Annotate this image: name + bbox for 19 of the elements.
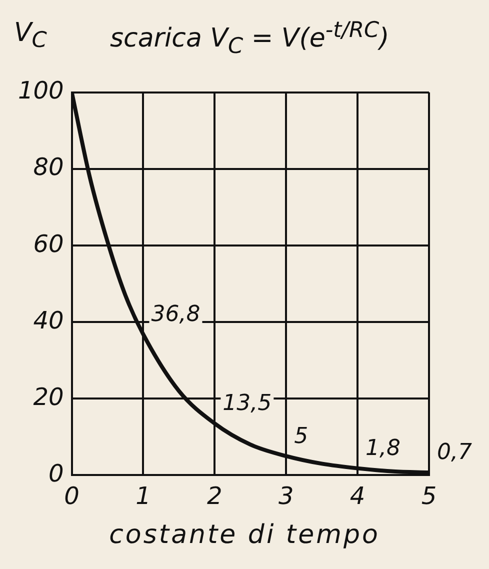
x-tick-label: 3 [278, 482, 294, 510]
x-tick-label: 5 [421, 482, 437, 510]
y-tick-label: 80 [33, 153, 64, 182]
y-tick-label: 20 [33, 382, 64, 411]
y-tick-label: 0 [48, 459, 64, 488]
y-axis-title: V$_{C}$ [14, 18, 47, 54]
data-label: 1,8 [366, 436, 401, 462]
y-tick-label: 60 [33, 230, 64, 258]
y-tick-label: 40 [33, 306, 64, 334]
x-tick-label: 2 [207, 482, 222, 510]
data-label: 36,8 [151, 302, 200, 328]
y-tick-label: 100 [18, 76, 64, 105]
x-tick-label: 4 [350, 482, 366, 510]
data-label: 13,5 [222, 391, 272, 416]
x-axis-title: costante di tempo [108, 520, 381, 550]
data-label: 0,7 [437, 440, 472, 466]
x-tick-label: 1 [136, 482, 151, 510]
data-label: 5 [294, 424, 308, 449]
chart-title: scarica V$_{C}$ = V(e$^{-t/RC}$) [110, 18, 390, 59]
